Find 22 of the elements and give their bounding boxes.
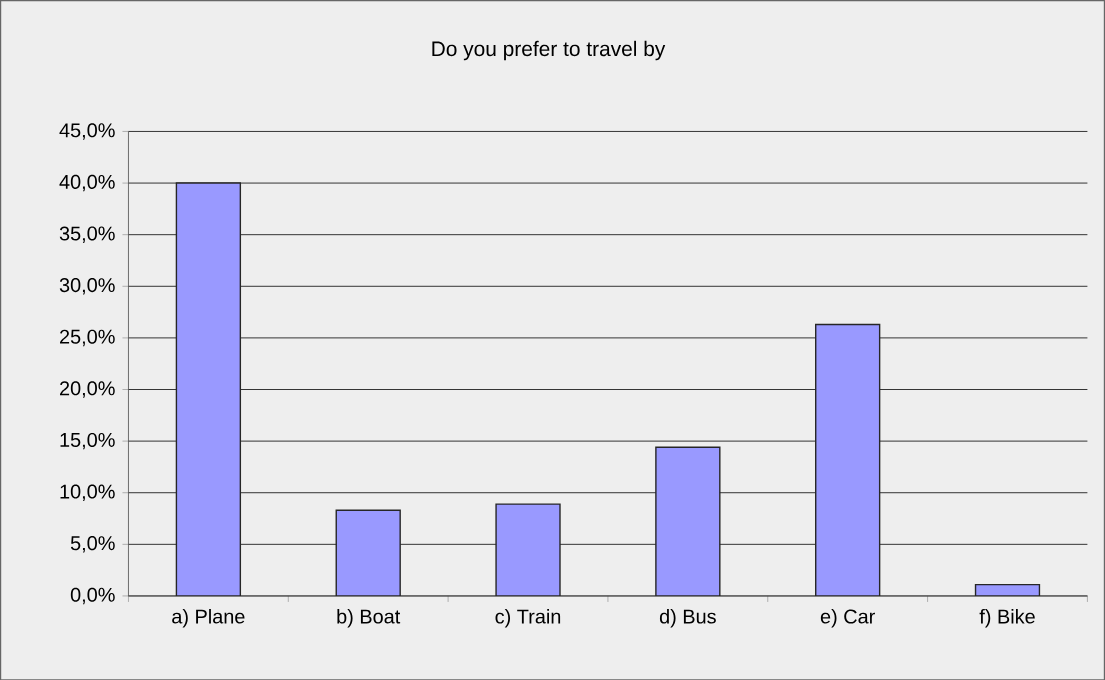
y-tick-label: 45,0% <box>59 123 115 140</box>
y-tick-label: 30,0% <box>59 277 115 295</box>
bar <box>335 509 401 596</box>
x-tick-label: b) Boat <box>337 608 401 628</box>
bar <box>655 446 721 596</box>
y-tick-label: 40,0% <box>59 174 115 192</box>
y-tick-label: 35,0% <box>59 226 115 243</box>
x-tick-label: d) Bus <box>659 608 716 628</box>
y-tick-label: 0,0% <box>70 587 115 604</box>
bar <box>815 323 881 596</box>
bar <box>495 503 561 596</box>
x-tick-label: f) Bike <box>979 608 1035 628</box>
x-tick-label: a) Plane <box>172 608 245 628</box>
x-tick-label: c) Train <box>495 608 561 628</box>
x-tick-label: e) Car <box>820 608 875 628</box>
y-tick-label: 15,0% <box>60 432 115 450</box>
bar <box>175 182 242 596</box>
y-tick-label: 25,0% <box>60 329 115 346</box>
y-tick-label: 10,0% <box>60 484 115 501</box>
y-tick-label: 20,0% <box>60 381 115 398</box>
chart-title: Do you prefer to travel by <box>432 40 666 61</box>
y-tick-label: 5,0% <box>70 535 115 553</box>
